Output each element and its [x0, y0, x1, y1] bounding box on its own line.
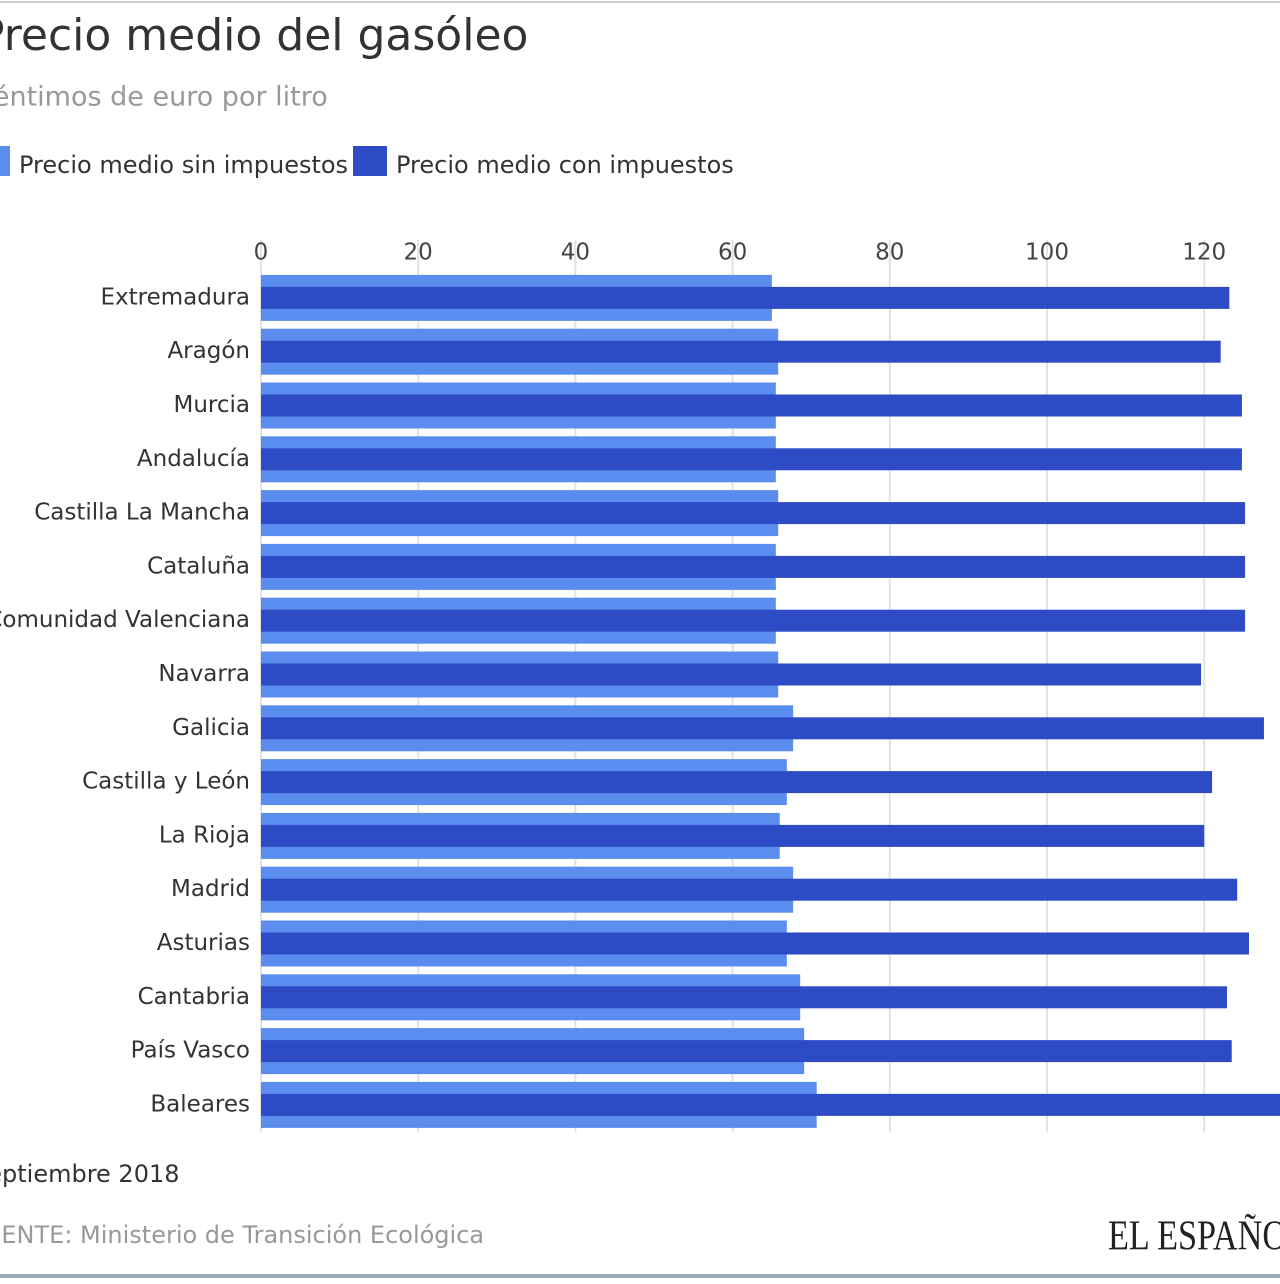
bar: [261, 932, 1250, 955]
x-tick-label: 40: [561, 240, 590, 266]
x-tick-label: 120: [1182, 240, 1226, 266]
bar: [261, 448, 1242, 471]
y-tick-label: País Vasco: [131, 1038, 250, 1064]
bar: [261, 609, 1246, 632]
bar: [261, 824, 1205, 847]
bar: [261, 340, 1221, 363]
y-tick-label: Andalucía: [137, 446, 250, 472]
bar: [261, 663, 1202, 686]
y-tick-label: Madrid: [171, 876, 250, 902]
x-tick-label: 100: [1025, 240, 1069, 266]
legend-label: Precio medio con impuestos: [396, 151, 734, 179]
y-tick-label: Castilla y León: [82, 769, 250, 795]
legend-swatch: [353, 146, 387, 176]
y-tick-label: Murcia: [173, 392, 250, 418]
bar: [261, 1040, 1232, 1063]
y-tick-label: Comunidad Valenciana: [0, 607, 250, 633]
note: Septiembre 2018: [0, 1160, 180, 1188]
bar: [261, 878, 1238, 901]
bar: [261, 286, 1230, 309]
x-tick-label: 80: [875, 240, 904, 266]
x-tick-label: 60: [718, 240, 747, 266]
y-tick-label: Baleares: [150, 1091, 250, 1117]
x-tick-label: 20: [404, 240, 433, 266]
y-tick-label: Cataluña: [147, 553, 250, 579]
bar: [261, 502, 1246, 525]
y-tick-label: Navarra: [158, 661, 250, 687]
chart-title: Precio medio del gasóleo: [0, 10, 528, 61]
legend-swatch: [0, 146, 10, 176]
bar: [261, 986, 1227, 1009]
source: FUENTE: Ministerio de Transición Ecológi…: [0, 1221, 484, 1249]
bar: [261, 394, 1242, 417]
y-tick-label: Aragón: [167, 338, 250, 364]
bar: [261, 555, 1246, 578]
bar: [261, 1093, 1280, 1116]
y-tick-label: Asturias: [157, 930, 250, 956]
bar: [261, 717, 1264, 740]
bar: [261, 771, 1213, 794]
y-tick-label: La Rioja: [159, 822, 250, 848]
y-tick-label: Galicia: [172, 715, 250, 741]
y-tick-label: Extremadura: [101, 284, 251, 310]
y-tick-label: Cantabria: [138, 984, 250, 1010]
legend-label: Precio medio sin impuestos: [19, 151, 348, 179]
y-tick-label: Castilla La Mancha: [34, 500, 250, 526]
chart-subtitle: Céntimos de euro por litro: [0, 82, 328, 113]
x-tick-label: 0: [254, 240, 269, 266]
logo: EL ESPAÑOL: [1108, 1214, 1280, 1260]
